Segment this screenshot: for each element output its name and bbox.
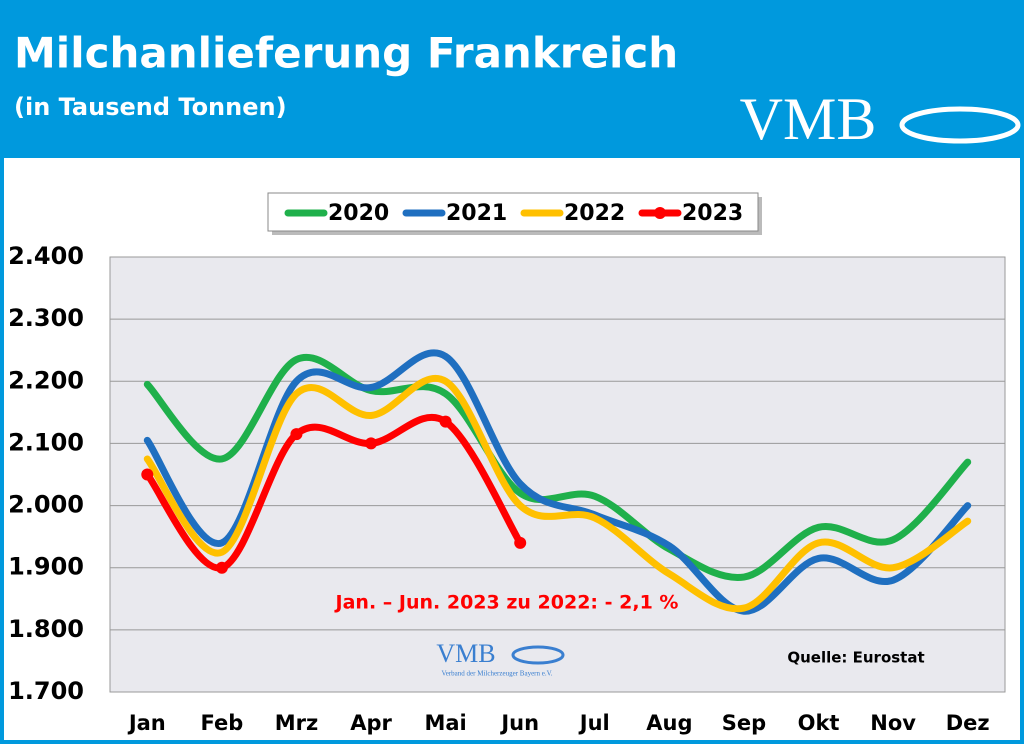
- annotation: Jan. – Jun. 2023 zu 2022: - 2,1 %: [334, 592, 679, 614]
- y-tick-label: 1.800: [8, 615, 84, 643]
- logo: VMB: [740, 86, 877, 152]
- x-tick-label: Aug: [646, 711, 692, 735]
- x-tick-label: Apr: [350, 711, 392, 735]
- series-line: [143, 413, 524, 572]
- legend-label: 2021: [446, 201, 507, 226]
- subtitle: (in Tausend Tonnen): [14, 93, 287, 121]
- y-tick-label: 2.100: [8, 428, 84, 456]
- y-tick-label: 2.400: [8, 242, 84, 270]
- x-tick-label: Nov: [870, 711, 916, 735]
- x-tick-label: Mrz: [275, 711, 318, 735]
- x-tick-label: Okt: [798, 711, 840, 735]
- point: [514, 536, 527, 549]
- legend-label: 2022: [564, 201, 625, 226]
- x-tick-label: Feb: [200, 711, 243, 735]
- legend-marker: [654, 207, 666, 219]
- x-tick-label: Sep: [722, 711, 766, 735]
- y-tick-label: 2.300: [8, 304, 84, 332]
- y-tick-label: 2.000: [8, 491, 84, 519]
- point: [141, 468, 154, 481]
- logo-swoosh: [899, 106, 1021, 144]
- point: [365, 437, 378, 450]
- point: [439, 415, 452, 428]
- series-line: [143, 375, 972, 613]
- small-logo-swoosh: [511, 645, 565, 665]
- legend-label: 2020: [328, 201, 389, 226]
- y-tick-label: 1.700: [8, 677, 84, 705]
- x-tick-label: Mai: [424, 711, 466, 735]
- small-logo: VMB: [436, 639, 495, 668]
- point: [290, 428, 303, 441]
- point: [215, 561, 228, 574]
- source: Quelle: Eurostat: [787, 649, 924, 667]
- x-tick-label: Jun: [499, 711, 539, 735]
- y-tick-label: 2.200: [8, 366, 84, 394]
- x-tick-label: Jul: [578, 711, 610, 735]
- x-tick-label: Jan: [127, 711, 166, 735]
- y-tick-label: 1.900: [8, 553, 84, 581]
- legend-label: 2023: [682, 201, 743, 226]
- plot-area: [109, 256, 1006, 693]
- small-logo-subtitle: Verband der Milcherzeuger Bayern e.V.: [441, 670, 552, 678]
- x-tick-label: Dez: [946, 711, 990, 735]
- title: Milchanlieferung Frankreich: [14, 29, 678, 78]
